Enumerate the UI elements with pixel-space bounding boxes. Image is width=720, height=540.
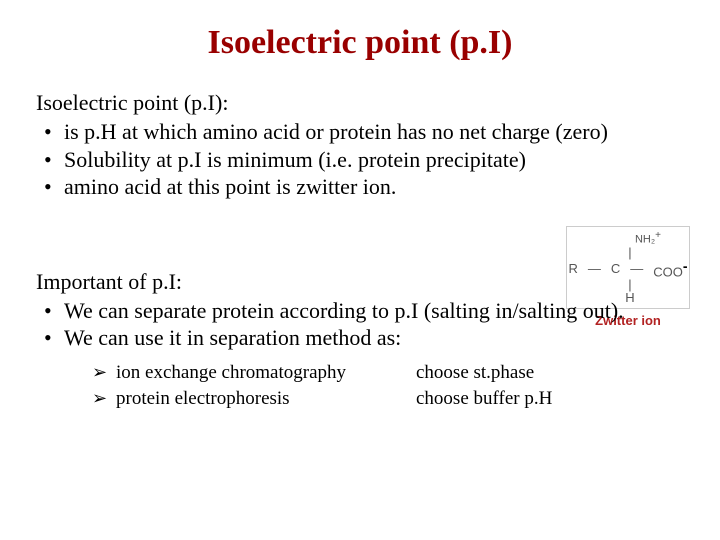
bullet-item: is p.H at which amino acid or protein ha… (36, 118, 684, 146)
arrow-right-text: choose buffer p.H (416, 386, 552, 413)
bullet-item: Solubility at p.I is minimum (i.e. prote… (36, 146, 684, 174)
chem-coo: COO (653, 264, 683, 279)
arrow-left-text: ion exchange chromatography (116, 360, 416, 387)
arrow-right-text: choose st.phase (416, 360, 534, 387)
arrow-left-text: protein electrophoresis (116, 386, 416, 413)
chem-plus: + (655, 230, 661, 241)
bullet-item: We can use it in separation method as: (36, 324, 684, 352)
section2-arrows: ion exchange chromatography choose st.ph… (36, 360, 684, 413)
chem-nh2: NH₂ (635, 234, 655, 246)
arrow-item: ion exchange chromatography choose st.ph… (36, 360, 684, 387)
slide-container: Isoelectric point (p.I) Isoelectric poin… (0, 0, 720, 540)
slide-title: Isoelectric point (p.I) (36, 24, 684, 62)
chem-bond-h2: — (630, 262, 643, 275)
section1-bullets: is p.H at which amino acid or protein ha… (36, 118, 684, 201)
bullet-item: amino acid at this point is zwitter ion. (36, 173, 684, 201)
chem-c: C (611, 262, 620, 275)
bullet-item: We can separate protein according to p.I… (36, 297, 684, 325)
arrow-item: protein electrophoresis choose buffer p.… (36, 386, 684, 413)
chem-r: R (568, 262, 577, 275)
section1-heading: Isoelectric point (p.I): (36, 90, 684, 116)
chem-bond-v1: | (573, 246, 683, 259)
chem-bond-h1: — (588, 262, 601, 275)
chem-minus: - (683, 258, 688, 274)
section2-bullets: We can separate protein according to p.I… (36, 297, 684, 352)
